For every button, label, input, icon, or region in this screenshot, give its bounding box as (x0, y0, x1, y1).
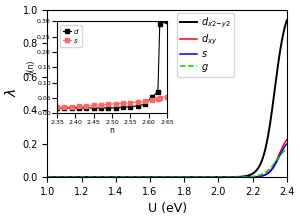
Legend: $d_{x2\!-\!y2}$, $d_{xy}$, $s$, $g$: $d_{x2\!-\!y2}$, $d_{xy}$, $s$, $g$ (177, 13, 234, 77)
Y-axis label: λ: λ (6, 89, 20, 97)
X-axis label: U (eV): U (eV) (148, 202, 187, 215)
